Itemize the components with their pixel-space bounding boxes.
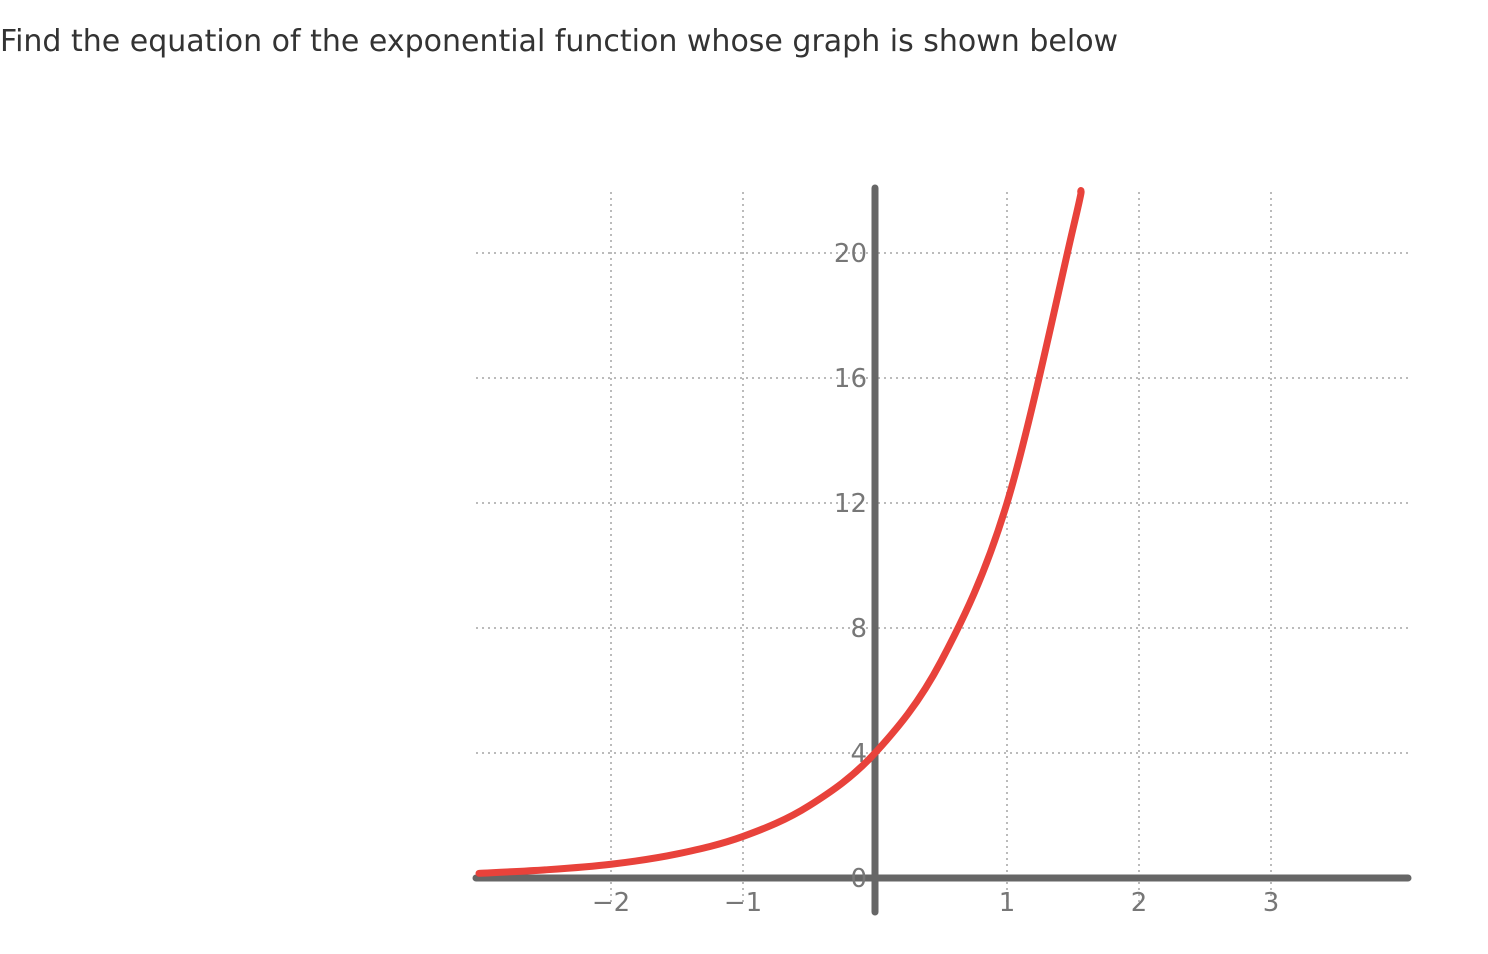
y-tick-label: 12 <box>834 489 867 519</box>
x-tick-label: −2 <box>592 888 630 918</box>
y-tick-label: 8 <box>850 614 867 644</box>
question-text: Find the equation of the exponential fun… <box>0 24 1119 59</box>
grid <box>476 192 1408 904</box>
axes <box>472 184 1412 916</box>
exponential-curve <box>475 187 1085 877</box>
x-tick-label: 1 <box>999 888 1016 918</box>
x-tick-label: 3 <box>1263 888 1280 918</box>
x-tick-label: 2 <box>1131 888 1148 918</box>
y-tick-label: 16 <box>834 364 867 394</box>
x-tick-label: −1 <box>724 888 762 918</box>
y-tick-label: 20 <box>834 239 867 269</box>
series-group <box>475 187 1085 877</box>
y-tick-label: 0 <box>850 864 867 894</box>
